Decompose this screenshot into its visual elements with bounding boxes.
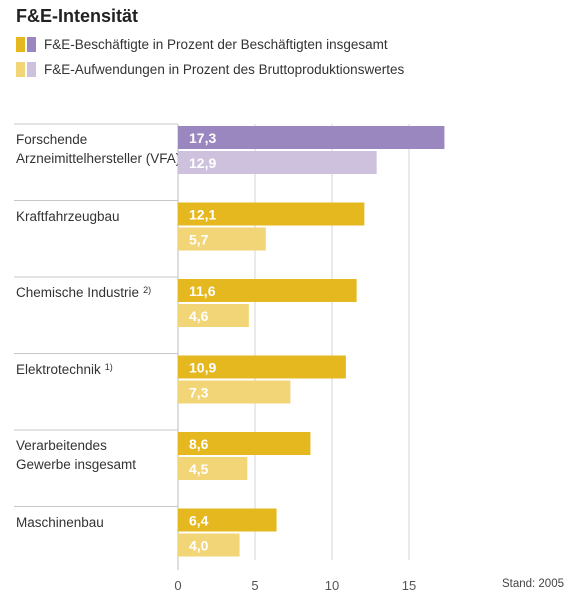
category-label: Verarbeitendes Gewerbe insgesamt [16,436,136,474]
legend-label-expenditure: F&E-Aufwendungen in Prozent des Bruttopr… [44,61,405,77]
bar-series2-5 [178,533,240,557]
bar-series2-3 [178,380,291,404]
category-label-line: Verarbeitendes [16,438,107,453]
x-tick-label: 15 [402,578,416,593]
category-label: Chemische Industrie 2) [16,283,151,302]
bar-value-label: 11,6 [189,283,216,299]
category-label: Elektrotechnik 1) [16,360,113,379]
legend-swatch-expenditure-b [27,61,36,77]
bar-series1-0 [178,126,445,149]
category-label: Forschende Arzneimittelhersteller (VFA) [16,130,180,168]
x-tick-label: 0 [174,578,181,593]
legend-label-employees: F&E-Beschäftigte in Prozent der Beschäft… [44,36,388,52]
legend-swatch-expenditure-a [16,61,25,77]
legend-swatch-employees-a [16,36,25,52]
bar-value-label: 4,0 [189,538,209,554]
category-label-line: Elektrotechnik [16,361,101,377]
footnote-marker: 2) [143,285,152,295]
category-label-line: Forschende [16,132,88,147]
bar-value-label: 12,1 [189,207,216,223]
x-tick-label: 5 [251,578,258,593]
category-label: Maschinenbau [16,513,104,532]
bar-value-label: 8,6 [189,436,209,452]
bar-series1-2 [178,279,357,302]
legend-item-employees: F&E-Beschäftigte in Prozent der Beschäft… [16,36,388,52]
legend-item-expenditure: F&E-Aufwendungen in Prozent des Bruttopr… [16,61,404,77]
legend-swatch-employees-b [27,36,36,52]
category-label-line: Chemische Industrie [16,285,140,300]
chart-title: F&E-Intensität [16,6,139,26]
x-tick-label: 10 [325,578,339,593]
data-status-note: Stand: 2005 [501,578,564,590]
bar-series1-3 [178,355,346,379]
category-label-line: Maschinenbau [16,514,104,530]
bar-value-label: 5,7 [189,232,209,248]
category-label-line: Kraftfahrzeugbau [16,208,120,224]
bar-value-label: 6,4 [189,513,209,529]
category-label-line: Arzneimittelhersteller (VFA) [16,151,181,166]
category-label: Kraftfahrzeugbau [16,207,120,226]
bar-series1-1 [178,202,365,226]
bar-series2-1 [178,227,266,251]
bar-series1-4 [178,432,311,455]
category-label-line: Gewerbe insgesamt [16,457,137,472]
footnote-marker: 1) [104,361,113,372]
bar-value-label: 4,5 [189,461,209,477]
bar-series2-0 [178,151,377,174]
bar-series2-2 [178,304,249,327]
bar-value-label: 12,9 [189,155,216,171]
bar-series1-5 [178,508,277,532]
bar-value-label: 10,9 [189,360,216,376]
bar-value-label: 17,3 [189,130,216,146]
bar-value-label: 7,3 [189,385,209,401]
bar-series2-4 [178,457,248,480]
bar-value-label: 4,6 [189,308,209,324]
